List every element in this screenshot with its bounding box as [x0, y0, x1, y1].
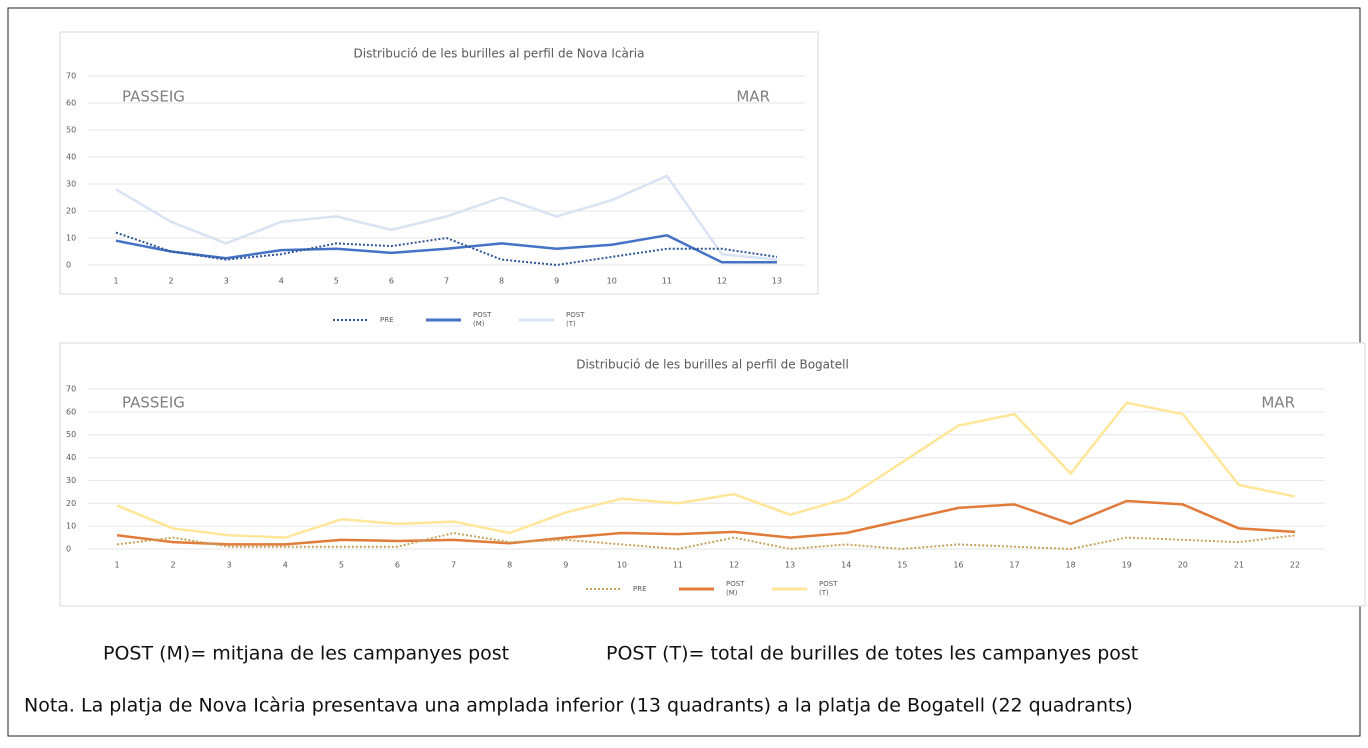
x-tick-label: 11	[662, 277, 672, 286]
legend-label: POST (M)	[726, 580, 747, 597]
note: Nota. La platja de Nova Icària presentav…	[24, 695, 1133, 717]
series-line	[115, 234, 777, 264]
x-tick-label: 5	[334, 277, 339, 286]
annotation: PASSEIG	[122, 394, 185, 412]
x-tick-label: 3	[224, 277, 229, 286]
annotation: MAR	[736, 88, 770, 106]
x-tick-label: 20	[1178, 561, 1188, 570]
definition: POST (M)= mitjana de les campanyes post	[103, 643, 509, 665]
x-tick-label: 9	[554, 277, 559, 286]
x-tick-label: 8	[507, 561, 512, 570]
y-tick-label: 30	[66, 476, 76, 485]
series-line	[116, 532, 1296, 550]
x-tick-label: 6	[395, 561, 400, 570]
x-tick-label: 4	[279, 277, 284, 286]
annotation: PASSEIG	[122, 88, 185, 106]
x-tick-label: 10	[607, 277, 617, 286]
x-tick-label: 14	[841, 561, 851, 570]
x-tick-label: 11	[673, 561, 683, 570]
y-tick-label: 10	[66, 234, 76, 243]
y-tick-label: 40	[66, 153, 76, 162]
x-tick-label: 3	[227, 561, 232, 570]
x-tick-label: 7	[451, 561, 456, 570]
chart-title: Distribució de les burilles al perfil de…	[576, 358, 849, 372]
x-tick-label: 6	[389, 277, 394, 286]
definition: POST (T)= total de burilles de totes les…	[606, 643, 1138, 665]
x-tick-label: 2	[171, 561, 176, 570]
series-line	[116, 401, 1296, 539]
y-tick-label: 60	[66, 407, 76, 416]
y-tick-label: 0	[66, 545, 71, 554]
x-tick-label: 12	[717, 277, 727, 286]
chart-title: Distribució de les burilles al perfil de…	[354, 47, 645, 61]
y-tick-label: 30	[66, 180, 76, 189]
x-tick-label: 5	[339, 561, 344, 570]
x-tick-label: 22	[1290, 561, 1300, 570]
x-tick-label: 1	[113, 277, 118, 286]
x-tick-label: 18	[1066, 561, 1076, 570]
x-tick-label: 4	[283, 561, 288, 570]
y-tick-label: 20	[66, 207, 76, 216]
chart-area	[59, 342, 1366, 607]
y-tick-label: 10	[66, 522, 76, 531]
annotation: MAR	[1261, 394, 1295, 412]
y-tick-label: 50	[66, 430, 76, 439]
x-tick-label: 10	[617, 561, 627, 570]
y-tick-label: 20	[66, 499, 76, 508]
legend-label: PRE	[633, 585, 647, 593]
y-tick-label: 0	[66, 261, 71, 270]
x-tick-label: 17	[1009, 561, 1019, 570]
x-tick-label: 1	[114, 561, 119, 570]
legend-label: POST (M)	[473, 311, 494, 328]
series-line	[115, 231, 778, 266]
x-tick-label: 2	[169, 277, 174, 286]
legend-label: POST (T)	[566, 311, 587, 328]
x-tick-label: 21	[1234, 561, 1244, 570]
x-tick-label: 13	[785, 561, 795, 570]
x-tick-label: 12	[729, 561, 739, 570]
y-tick-label: 60	[66, 99, 76, 108]
x-tick-label: 19	[1122, 561, 1132, 570]
x-tick-label: 8	[499, 277, 504, 286]
y-tick-label: 50	[66, 126, 76, 135]
x-tick-label: 13	[772, 277, 782, 286]
series-line	[116, 499, 1296, 546]
y-tick-label: 40	[66, 453, 76, 462]
x-tick-label: 16	[953, 561, 963, 570]
y-tick-label: 70	[66, 72, 76, 81]
y-tick-label: 70	[66, 385, 76, 394]
x-tick-label: 7	[444, 277, 449, 286]
legend-label: PRE	[380, 316, 394, 324]
x-tick-label: 9	[563, 561, 568, 570]
x-tick-label: 15	[897, 561, 907, 570]
legend-label: POST (T)	[819, 580, 840, 597]
series-line	[115, 174, 778, 261]
